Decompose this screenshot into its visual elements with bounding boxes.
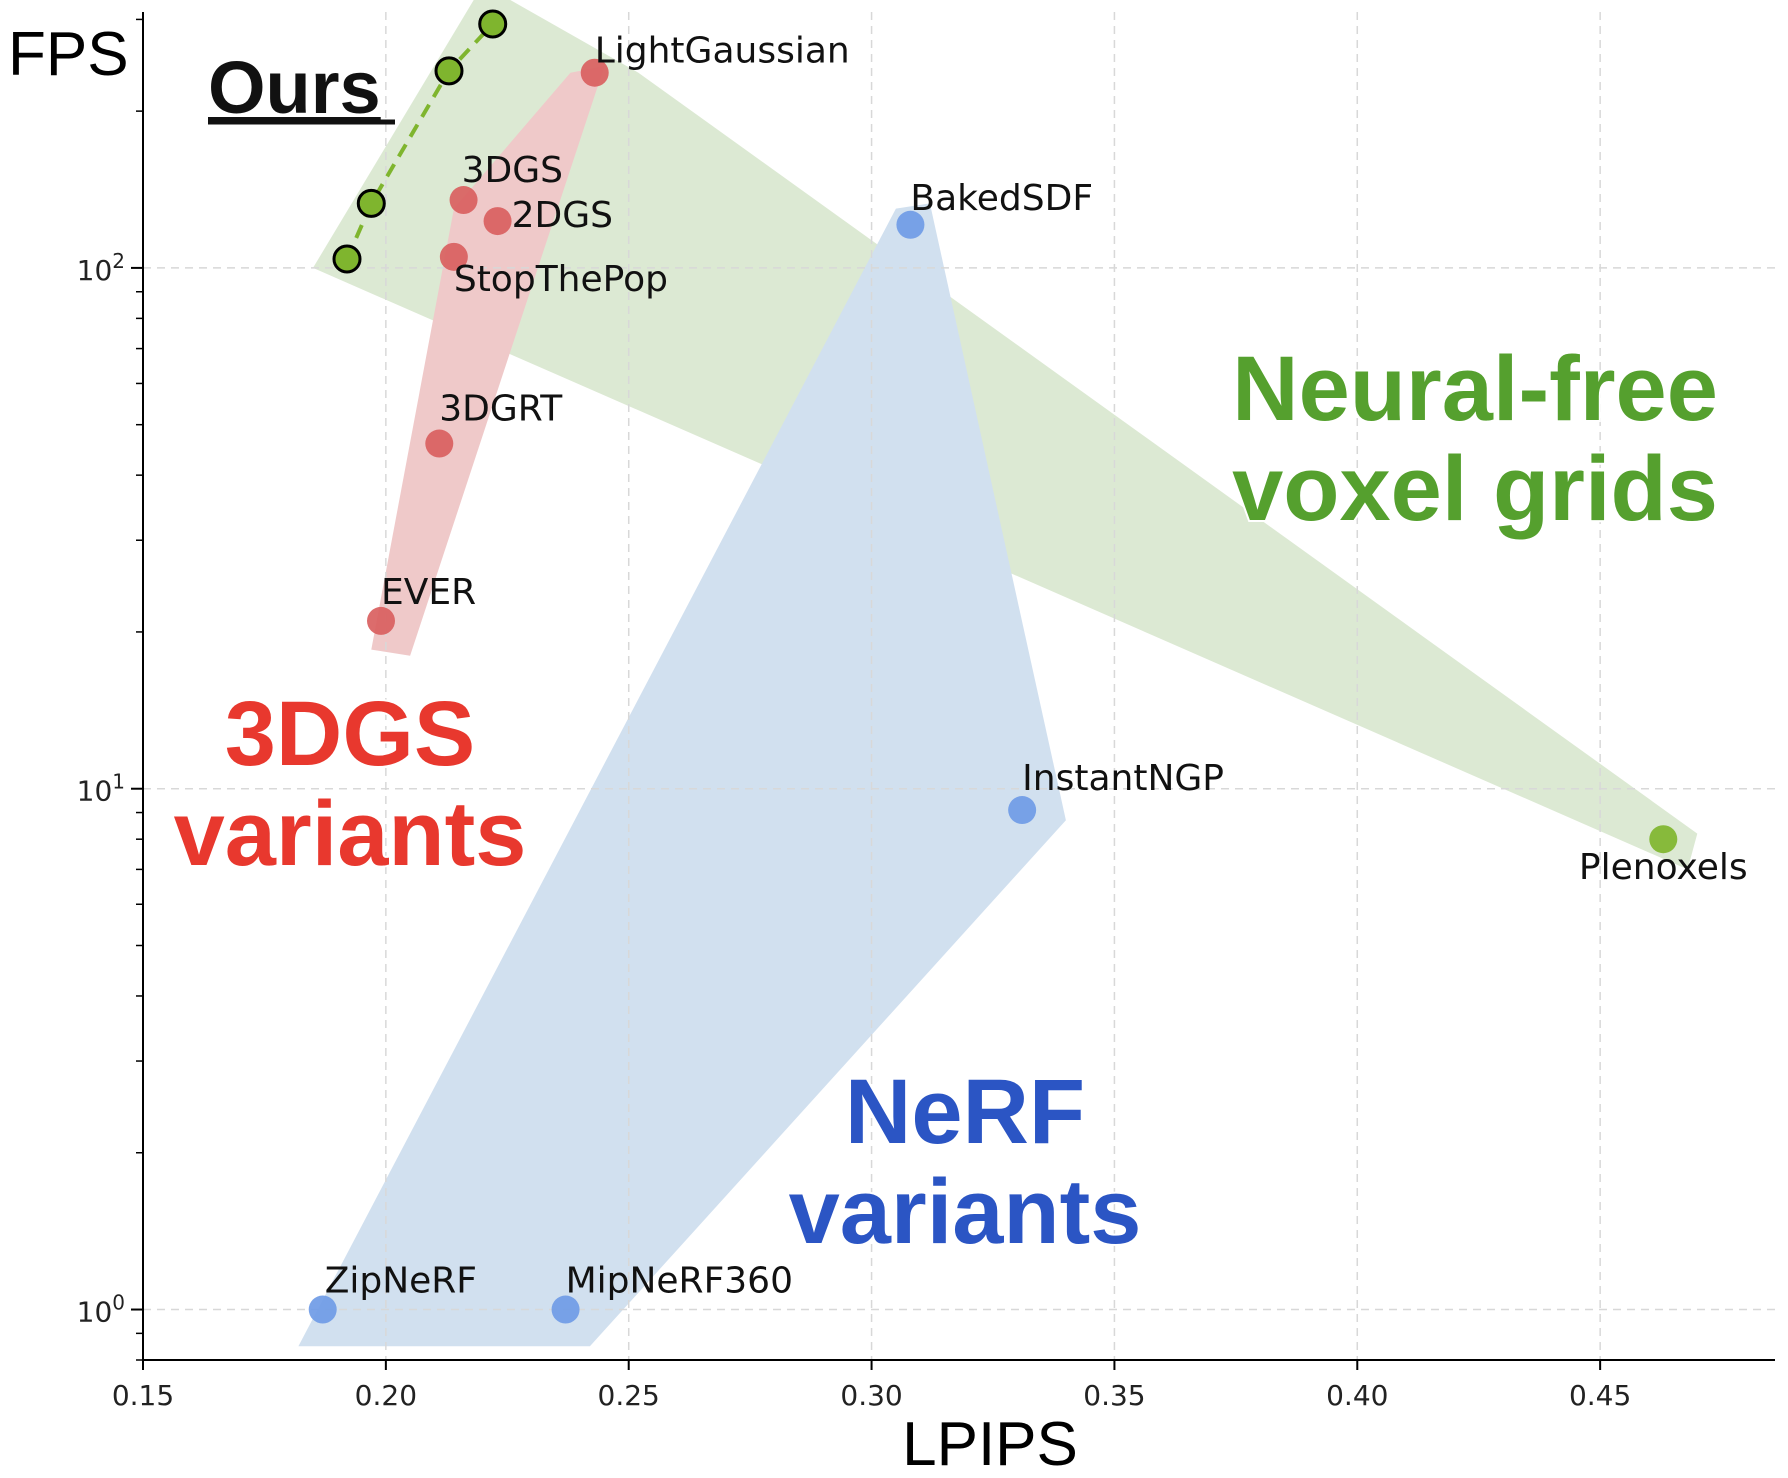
x-axis-title: LPIPS	[902, 1410, 1078, 1478]
y-ticks: 100 101 102	[77, 18, 143, 1361]
point-label: 2DGS	[512, 195, 613, 236]
x-ticks: 0.15 0.20 0.25 0.30 0.35 0.40 0.45	[112, 1360, 1631, 1412]
x-tick-label: 0.35	[1083, 1379, 1145, 1412]
point-label: ZipNeRF	[325, 1261, 477, 1302]
gs-point	[580, 58, 609, 87]
gs-annotation-line1: 3DGS	[225, 683, 476, 785]
point-label: MipNeRF360	[566, 1261, 793, 1302]
ours-point	[434, 56, 464, 86]
x-tick-label: 0.15	[112, 1379, 174, 1412]
gs-point	[367, 606, 395, 635]
point-label: Plenoxels	[1579, 847, 1748, 888]
axes-layer	[142, 12, 1775, 1361]
gs-point	[425, 429, 454, 458]
point-label: StopThePop	[454, 259, 668, 300]
green-region	[313, 0, 1698, 870]
gs-annotation-line2: variants	[174, 783, 527, 885]
ours-annotation: Ours	[208, 46, 381, 129]
x-tick-label: 0.45	[1569, 1379, 1631, 1412]
red-region	[371, 66, 605, 656]
x-tick-label: 0.20	[355, 1379, 417, 1412]
nerf-point	[1008, 796, 1037, 825]
grid-layer	[143, 12, 1775, 1360]
series-lines	[345, 22, 495, 260]
y-tick-label: 101	[77, 770, 125, 808]
x-tick-label: 0.25	[598, 1379, 660, 1412]
y-tick-label: 102	[77, 249, 125, 287]
voxel-annotation-line2: voxel grids	[1232, 438, 1718, 540]
y-tick-label: 100	[77, 1291, 125, 1329]
y-axis-title: FPS	[8, 20, 129, 89]
ours-point	[478, 9, 508, 39]
nerf-point	[896, 210, 925, 239]
point-label: 3DGRT	[439, 389, 563, 430]
nerf-annotation-line2: variants	[789, 1161, 1142, 1263]
nerf-point	[551, 1295, 580, 1324]
gs-point	[483, 207, 512, 236]
x-tick-label: 0.30	[840, 1379, 902, 1412]
voxel-annotation-line1: Neural-free	[1232, 338, 1718, 440]
regions-layer	[298, 0, 1698, 1347]
point-label: BakedSDF	[910, 178, 1093, 219]
point-label: EVER	[381, 572, 476, 613]
gs-point	[439, 242, 468, 271]
point-label: 3DGS	[462, 150, 563, 191]
nerf-annotation-line1: NeRF	[845, 1061, 1085, 1163]
nerf-point	[308, 1295, 337, 1324]
point-label: InstantNGP	[1022, 758, 1224, 799]
ours-trend-line	[345, 22, 495, 260]
blue-region	[298, 203, 1066, 1347]
point-label: LightGaussian	[595, 31, 850, 72]
voxel-point	[1649, 825, 1678, 854]
gs-point	[449, 186, 478, 215]
ours-point	[332, 244, 362, 274]
data-points	[308, 9, 1678, 1324]
ours-point	[356, 188, 386, 218]
x-tick-label: 0.40	[1326, 1379, 1388, 1412]
